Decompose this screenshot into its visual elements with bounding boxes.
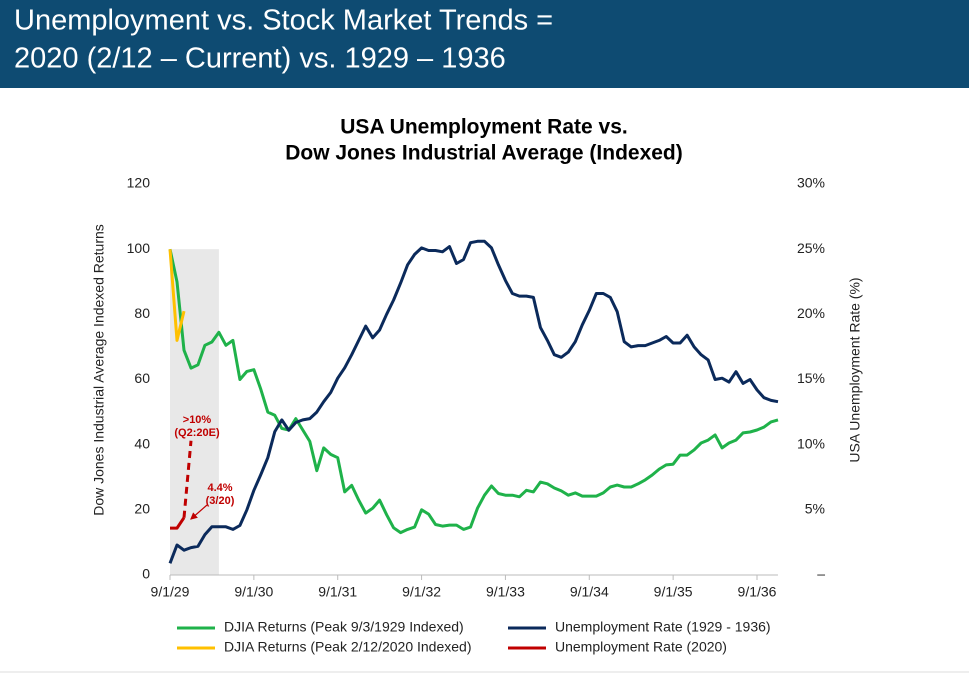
y2-tick-label: 25% [797, 240, 825, 256]
y2-tick-label: 20% [797, 305, 825, 321]
x-tick-label: 9/1/30 [234, 584, 273, 600]
chart-title-line: Dow Jones Industrial Average (Indexed) [285, 142, 683, 165]
y2-tick-label: 30% [797, 175, 825, 191]
x-tick-label: 9/1/32 [402, 584, 441, 600]
x-tick-label: 9/1/33 [486, 584, 525, 600]
slide-title-line: 2020 (2/12 – Current) vs. 1929 – 1936 [14, 43, 506, 75]
x-tick-label: 9/1/31 [318, 584, 357, 600]
series-line [168, 239, 779, 564]
y-tick-label: 100 [127, 240, 151, 256]
annotation: >10% [183, 414, 212, 426]
header-band [0, 0, 969, 88]
y-axis-title: Dow Jones Industrial Average Indexed Ret… [91, 224, 107, 516]
series-line [168, 249, 186, 342]
annotation: 4.4% [207, 482, 232, 494]
y2-tick-label: 15% [797, 370, 825, 386]
y2-tick-label: 5% [805, 501, 825, 517]
legend-label: DJIA Returns (Peak 9/3/1929 Indexed) [224, 619, 464, 635]
y2-tick-label: 10% [797, 435, 825, 451]
x-tick-label: 9/1/35 [654, 584, 693, 600]
annotation-arrow [190, 504, 208, 520]
y2-axis-title: USA Unemployment Rate (%) [847, 277, 863, 462]
y-tick-label: 120 [127, 175, 151, 191]
series-line [168, 248, 779, 535]
annotation: (3/20) [206, 495, 235, 507]
legend-label: Unemployment Rate (2020) [555, 639, 727, 655]
x-tick-label: 9/1/36 [738, 584, 777, 600]
slide-title-line: Unemployment vs. Stock Market Trends = [14, 5, 553, 37]
x-tick-label: 9/1/29 [151, 584, 190, 600]
series-line [170, 516, 186, 530]
y2-tick-label: – [817, 566, 825, 582]
x-tick-label: 9/1/34 [570, 584, 609, 600]
y-tick-label: 40 [134, 435, 150, 451]
chart-title-line: USA Unemployment Rate vs. [340, 116, 627, 139]
y-tick-label: 20 [134, 501, 150, 517]
annotation: (Q2:20E) [174, 427, 220, 439]
y-tick-label: 0 [142, 566, 150, 582]
legend-label: Unemployment Rate (1929 - 1936) [555, 619, 771, 635]
series-line [182, 440, 193, 518]
y-tick-label: 60 [134, 370, 150, 386]
plot: 0 20 40 60 80 100 120 – 5% 10% 15% 20% 25% 30% 9/1/29 9… [127, 175, 826, 655]
y-tick-label: 80 [134, 305, 150, 321]
legend-label: DJIA Returns (Peak 2/12/2020 Indexed) [224, 639, 471, 655]
